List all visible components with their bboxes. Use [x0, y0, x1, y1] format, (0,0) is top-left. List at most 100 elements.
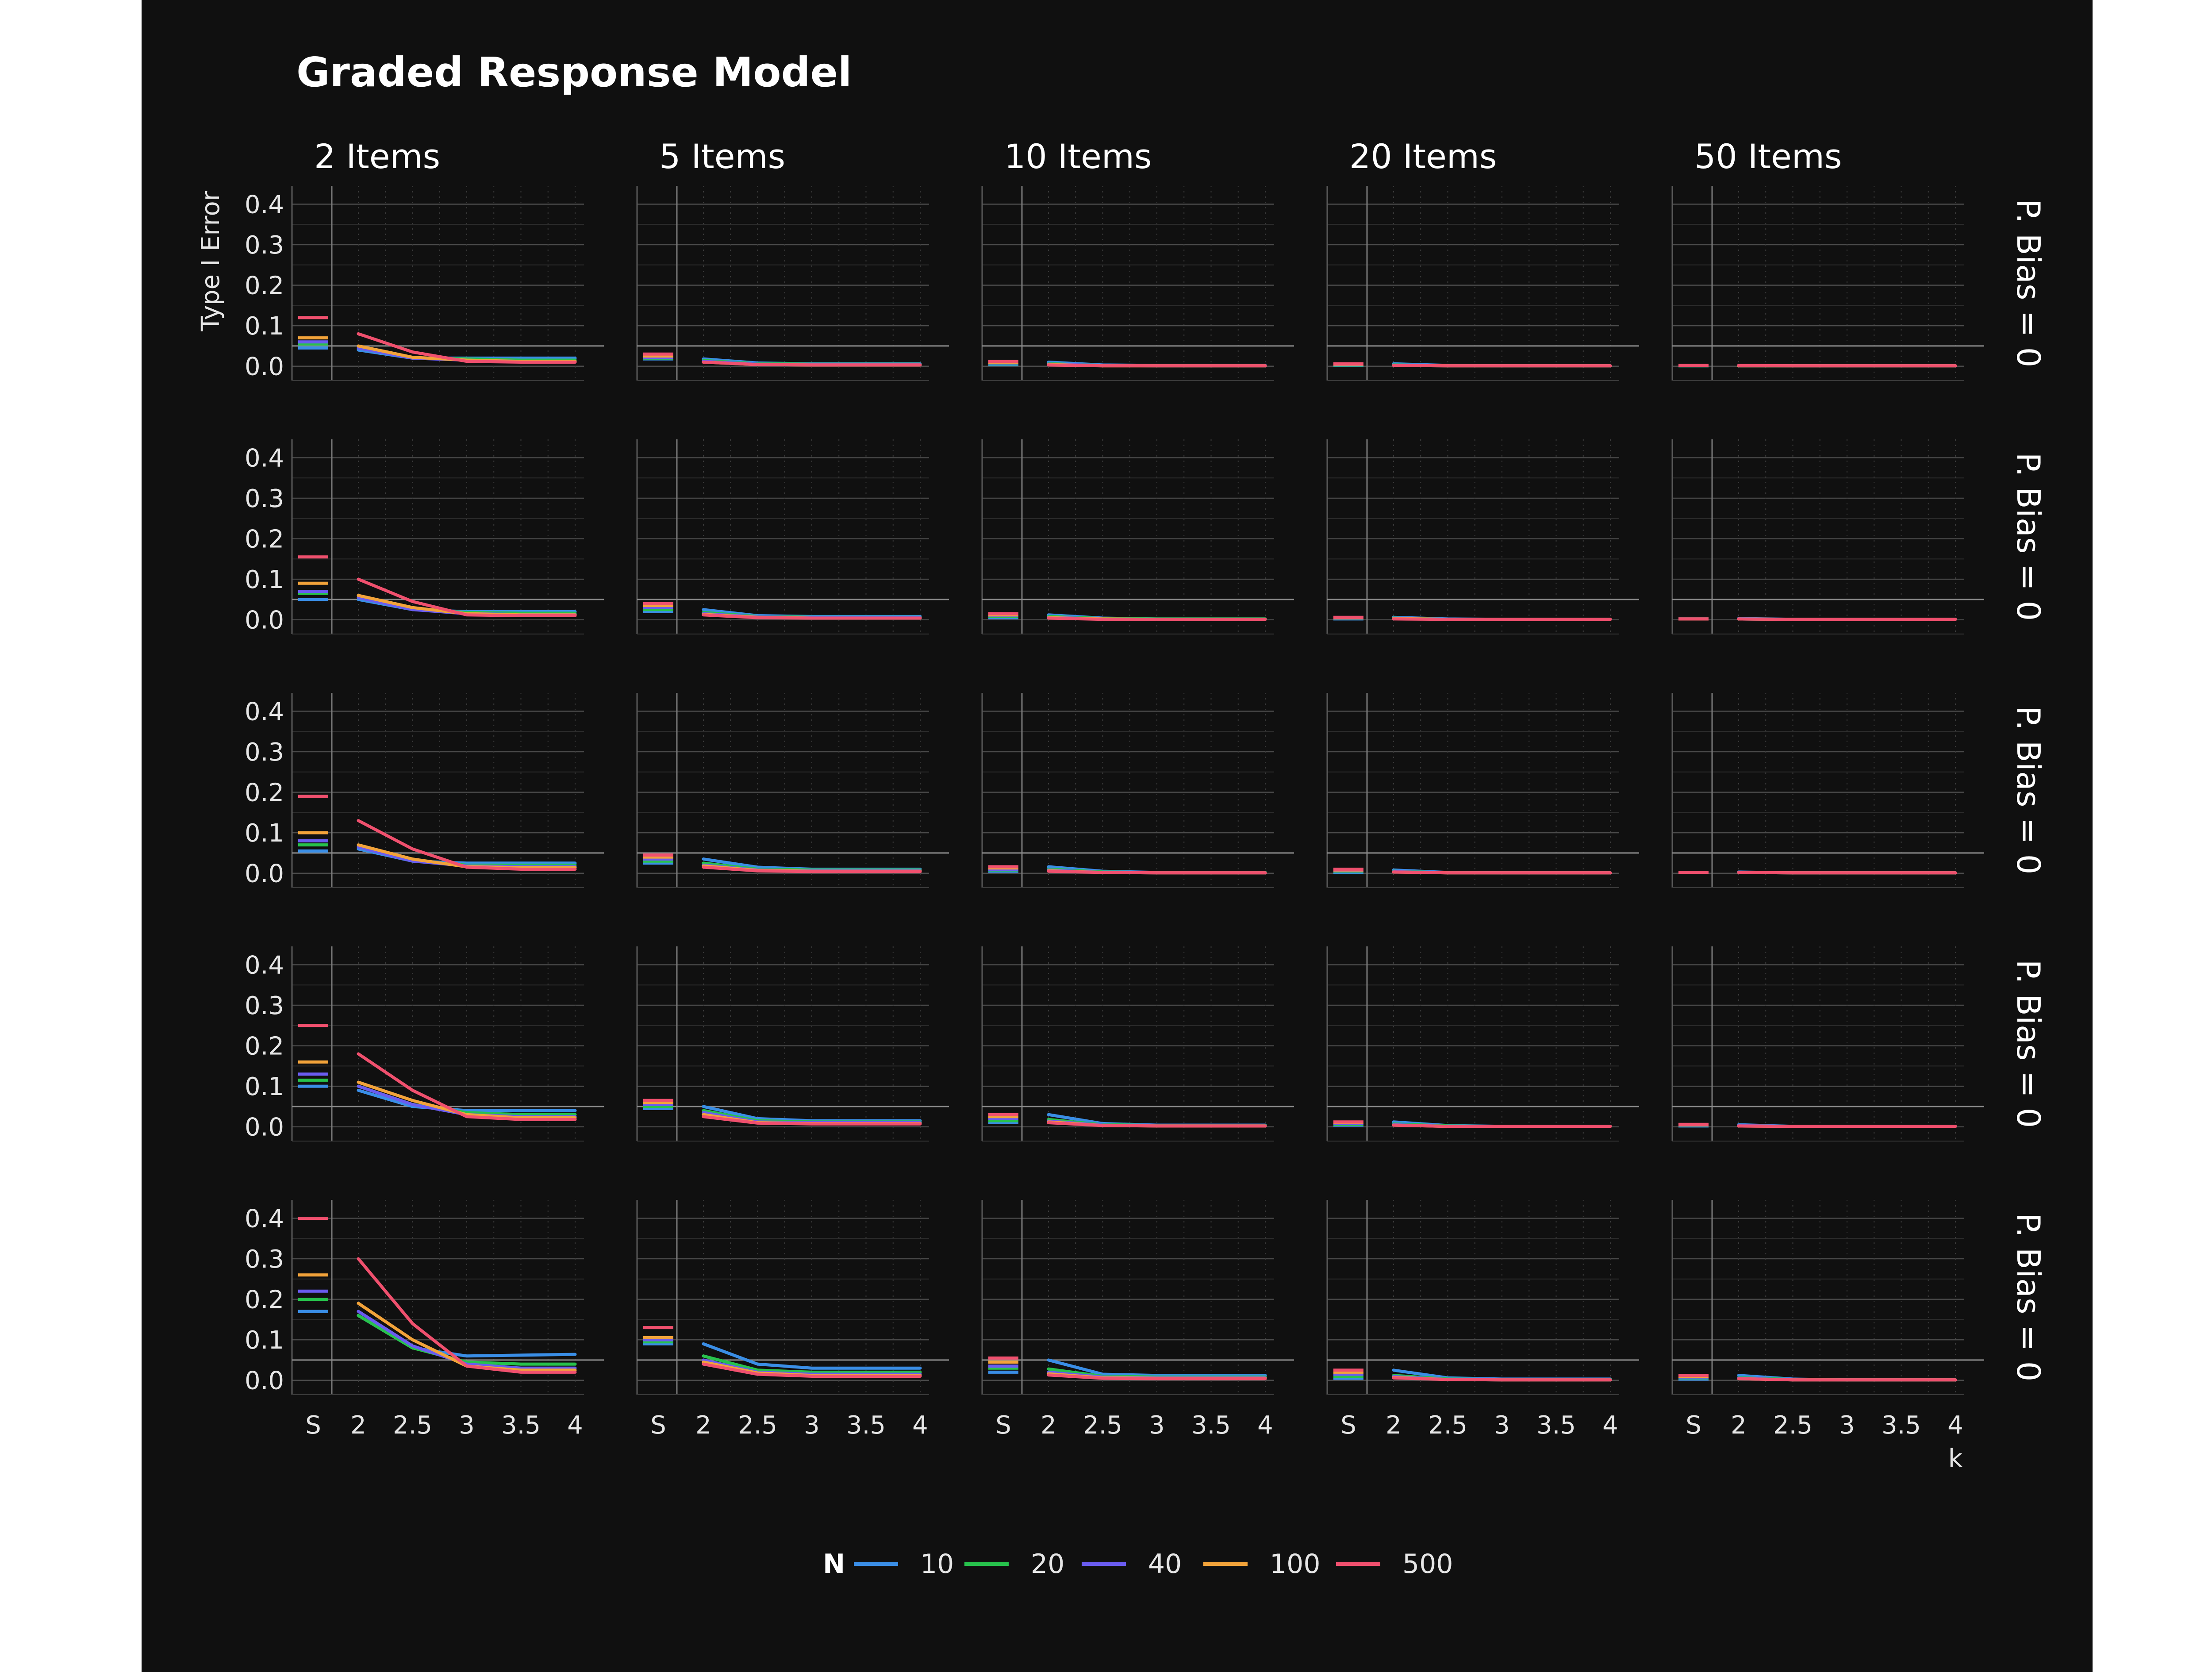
column-strip-label: 5 Items [659, 137, 785, 176]
series-line-N100 [357, 1080, 577, 1119]
legend-label-40: 40 [1148, 1549, 1182, 1580]
x-tick-label: 3 [459, 1411, 475, 1440]
series-line-N500 [1047, 363, 1267, 368]
series-line-N500 [1737, 1377, 1957, 1382]
facet-panel-r2-c3 [1326, 693, 1639, 888]
y-tick-label: 0.3 [245, 738, 284, 767]
row-strip-label: P. Bias = 0 [2010, 960, 2047, 1128]
chart-panel: Graded Response Model Type I Error k 0.0… [142, 0, 2093, 1672]
x-tick-label: 3 [804, 1411, 820, 1440]
y-tick-label: 0.3 [245, 484, 284, 513]
series-line-N500 [1047, 616, 1267, 621]
x-tick-label: 3.5 [1191, 1411, 1231, 1440]
x-tick-label: 4 [912, 1411, 928, 1440]
facet-panel-r1-c2 [981, 439, 1294, 634]
facet-panel-r1-c3 [1326, 439, 1639, 634]
facet-panel-r4-c0: 0.0 0.1 0.2 0.3 0.4 S 2 2.5 3 3.5 4 [245, 1200, 604, 1440]
x-tick-label: S [650, 1411, 666, 1440]
x-tick-label: 3.5 [1536, 1411, 1576, 1440]
facet-panel-r0-c4: 50 Items P. Bias = 0 [1671, 137, 2047, 381]
y-tick-label: 0.3 [245, 231, 284, 260]
y-tick-label: 0.1 [245, 565, 284, 594]
facet-panel-r3-c3 [1326, 946, 1639, 1142]
facet-panel-r0-c1: 5 Items [636, 137, 949, 381]
facet-panel-r4-c4: S 2 2.5 3 3.5 4 P. Bias = 0 [1671, 1200, 2047, 1440]
row-strip-label: P. Bias = 0 [2010, 199, 2047, 368]
x-tick-label: 3.5 [501, 1411, 541, 1440]
series-line-N500 [1047, 1121, 1267, 1128]
y-tick-label: 0.4 [245, 190, 284, 219]
facet-panel-r2-c4: P. Bias = 0 [1671, 693, 2047, 888]
series-line-N500 [702, 613, 922, 620]
facet-panel-r0-c3: 20 Items [1326, 137, 1639, 381]
y-tick-label: 0.1 [245, 819, 284, 848]
column-strip-label: 20 Items [1349, 137, 1497, 176]
series-line-N500 [1737, 364, 1957, 368]
y-tick-label: 0.4 [245, 444, 284, 473]
chart-title: Graded Response Model [296, 49, 852, 96]
facet-panel-r4-c3: S 2 2.5 3 3.5 4 [1326, 1200, 1639, 1440]
legend-label-10: 10 [920, 1549, 954, 1580]
facet-panel-r3-c2 [981, 946, 1294, 1142]
series-line-N500 [357, 332, 577, 364]
column-strip-label: 2 Items [314, 137, 440, 176]
column-strip-label: 50 Items [1694, 137, 1842, 176]
legend-label-500: 500 [1402, 1549, 1453, 1580]
x-tick-label: 2 [350, 1411, 366, 1440]
facet-panel-r2-c2 [981, 693, 1294, 888]
series-line-N500 [1047, 1373, 1267, 1380]
facet-panel-r0-c2: 10 Items [981, 137, 1294, 381]
series-line-N500 [702, 1362, 922, 1378]
x-tick-label: 4 [1257, 1411, 1273, 1440]
facet-panel-r3-c4: P. Bias = 0 [1671, 946, 2047, 1142]
y-tick-label: 0.1 [245, 312, 284, 341]
series-line-N500 [702, 865, 922, 873]
x-tick-label: 2.5 [393, 1411, 432, 1440]
y-tick-label: 0.2 [245, 1286, 284, 1315]
facet-panel-r3-c0: 0.0 0.1 0.2 0.3 0.4 [245, 946, 604, 1142]
facet-panel-r1-c4: P. Bias = 0 [1671, 439, 2047, 634]
facet-panel-r1-c1 [636, 439, 949, 634]
series-line-N500 [357, 819, 577, 871]
y-tick-label: 0.2 [245, 1032, 284, 1061]
y-tick-label: 0.2 [245, 272, 284, 300]
y-tick-label: 0.0 [245, 1113, 284, 1142]
x-tick-label: 4 [1947, 1411, 1963, 1440]
legend-title: N [823, 1549, 845, 1580]
x-tick-label: 2.5 [1083, 1411, 1122, 1440]
series-line-N500 [702, 1115, 922, 1126]
graded-response-model-chart: Graded Response Model Type I Error k 0.0… [196, 49, 2047, 1580]
y-tick-label: 0.2 [245, 525, 284, 554]
facet-panel-r2-c0: 0.0 0.1 0.2 0.3 0.4 [245, 693, 604, 888]
series-line-N500 [357, 1257, 577, 1374]
x-tick-label: S [1686, 1411, 1701, 1440]
facet-panel-r4-c2: S 2 2.5 3 3.5 4 [981, 1200, 1294, 1440]
y-tick-label: 0.4 [245, 951, 284, 980]
series-line-N10 [357, 1088, 577, 1112]
series-line-N500 [1392, 1376, 1612, 1382]
series-line-N500 [1392, 364, 1612, 368]
y-tick-label: 0.3 [245, 992, 284, 1020]
x-tick-label: 3 [1494, 1411, 1510, 1440]
y-tick-label: 0.4 [245, 1204, 284, 1233]
row-strip-label: P. Bias = 0 [2010, 706, 2047, 875]
series-line-N500 [357, 577, 577, 617]
legend: N 10 20 40 100 500 [823, 1549, 1453, 1580]
x-tick-label: 2.5 [738, 1411, 777, 1440]
x-tick-label: 2 [1731, 1411, 1747, 1440]
y-axis-label: Type I Error [196, 190, 225, 331]
x-tick-label: 2 [1041, 1411, 1056, 1440]
facet-grid: 0.0 0.1 0.2 0.3 0.4 2 Items 5 Items 10 Items 20 … [245, 137, 2047, 1440]
y-tick-label: 0.1 [245, 1072, 284, 1101]
x-tick-label: S [305, 1411, 321, 1440]
series-line-N10 [702, 1342, 922, 1370]
x-tick-label: 3.5 [1882, 1411, 1921, 1440]
series-line-N500 [1392, 870, 1612, 875]
y-tick-label: 0.0 [245, 353, 284, 381]
series-line-N20 [357, 1314, 577, 1366]
y-tick-label: 0.0 [245, 1367, 284, 1395]
x-tick-label: S [1340, 1411, 1356, 1440]
facet-panel-r1-c0: 0.0 0.1 0.2 0.3 0.4 [245, 439, 604, 635]
y-tick-label: 0.0 [245, 860, 284, 888]
series-line-N10 [1047, 1358, 1267, 1377]
